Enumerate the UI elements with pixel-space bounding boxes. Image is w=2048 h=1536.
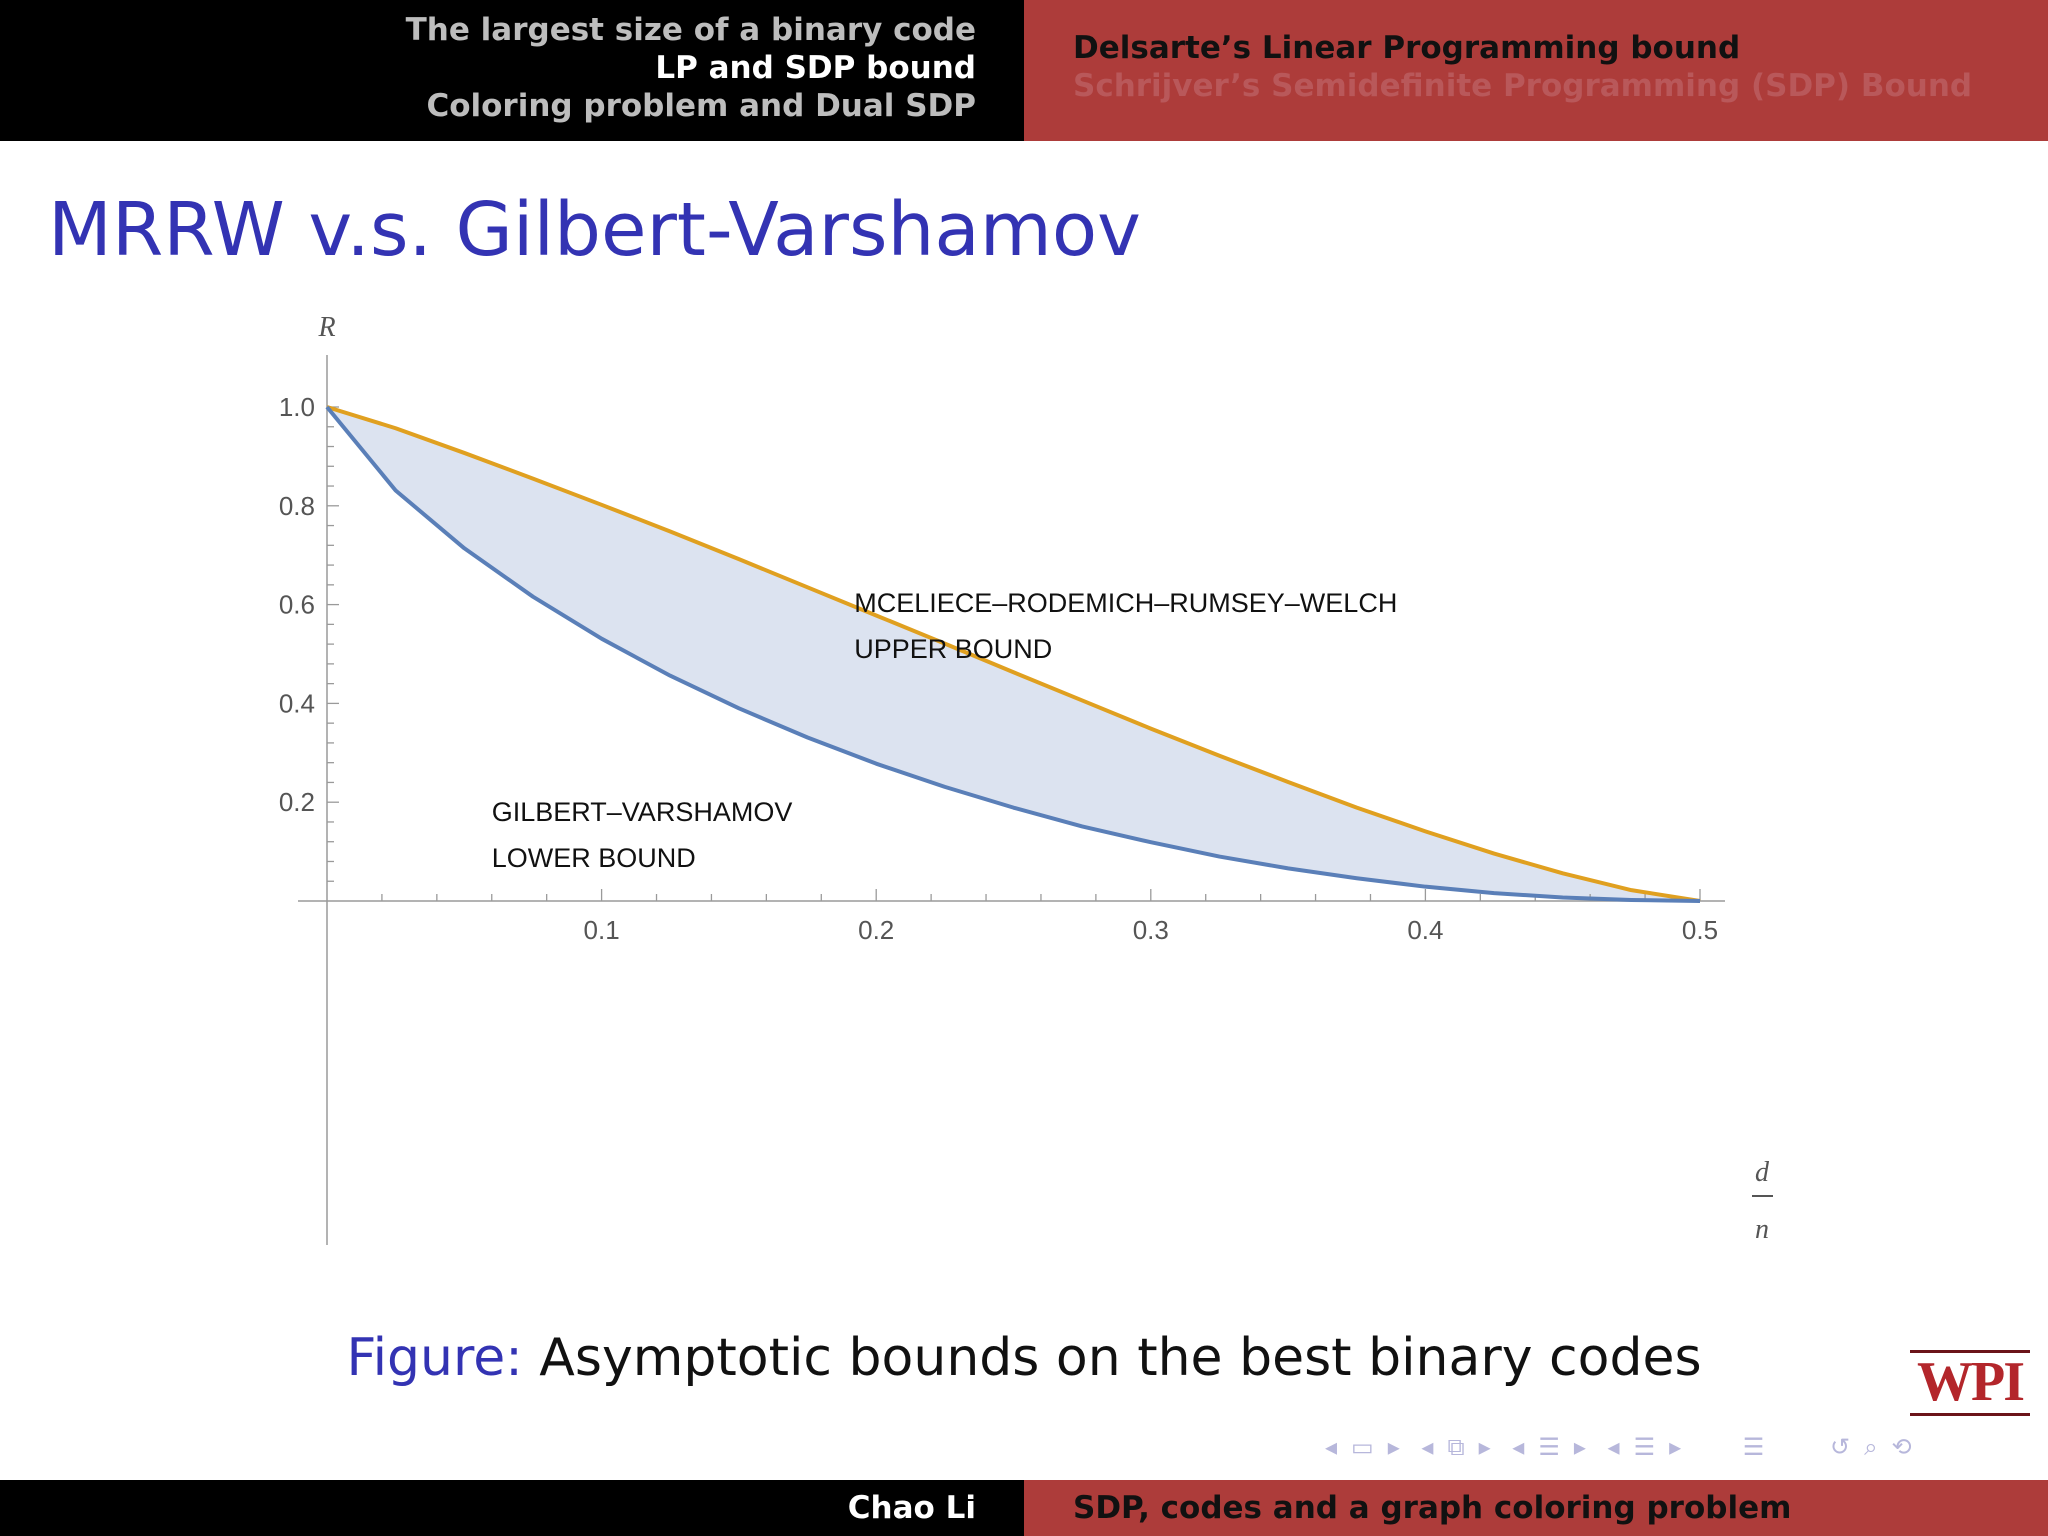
mrrw-upper-bound-line xyxy=(326,405,1701,903)
figure-caption-text: Asymptotic bounds on the best binary cod… xyxy=(539,1328,1702,1388)
x-tick-label: 0.5 xyxy=(1682,915,1718,945)
x-tick-label: 0.2 xyxy=(858,915,894,945)
x-tick-label: 0.1 xyxy=(584,915,620,945)
nav-prev-section-icon[interactable]: ◂ xyxy=(1512,1433,1525,1461)
header-subsection-nav: Delsarte’s Linear Programming bound Schr… xyxy=(1024,0,2048,141)
slide-title: MRRW v.s. Gilbert-Varshamov xyxy=(48,187,1141,273)
y-tick-label: 1.0 xyxy=(279,392,315,422)
nav-prev-document-icon[interactable]: ◂ xyxy=(1607,1433,1620,1461)
y-tick-label: 0.2 xyxy=(279,787,315,817)
header-subsection-1-current[interactable]: Delsarte’s Linear Programming bound xyxy=(1073,30,1741,66)
nav-next-subsection-icon[interactable]: ▸ xyxy=(1478,1433,1491,1461)
beamer-navigation: ◂ ▭ ▸ ◂ ⧉ ▸ ◂ ☰ ▸ ◂ ☰ ▸ ☰ ↺ ⌕ ⟲ xyxy=(1325,1432,1926,1462)
figure-caption-label: Figure: xyxy=(346,1328,523,1388)
region-between-bounds xyxy=(327,407,1700,901)
y-tick-label: 0.8 xyxy=(279,491,315,521)
nav-frame-icon[interactable]: ▭ xyxy=(1351,1433,1374,1461)
mrrw-annotation: MCELIECE–RODEMICH–RUMSEY–WELCH xyxy=(854,588,1397,618)
x-axis-label-numerator: d xyxy=(1755,1157,1770,1188)
y-tick-label: 0.6 xyxy=(279,590,315,620)
header-section-nav: The largest size of a binary code LP and… xyxy=(0,0,1024,141)
nav-subsection-icon[interactable]: ⧉ xyxy=(1447,1433,1465,1461)
header-section-3[interactable]: Coloring problem and Dual SDP xyxy=(426,88,976,124)
header-section-2-current[interactable]: LP and SDP bound xyxy=(655,50,976,86)
gv-annotation: LOWER BOUND xyxy=(492,843,696,873)
nav-document-icon[interactable]: ☰ xyxy=(1633,1433,1656,1461)
nav-search-icon[interactable]: ⌕ xyxy=(1864,1433,1878,1461)
x-tick-label: 0.3 xyxy=(1133,915,1169,945)
header-section-1[interactable]: The largest size of a binary code xyxy=(405,12,976,48)
gv-annotation: GILBERT–VARSHAMOV xyxy=(492,797,793,827)
wpi-logo: WPI xyxy=(1910,1350,2030,1416)
nav-next-section-icon[interactable]: ▸ xyxy=(1573,1433,1586,1461)
x-axis-label-denominator: n xyxy=(1755,1214,1769,1245)
y-tick-label: 0.4 xyxy=(279,688,315,718)
bounds-chart: 0.1 0.2 0.3 0.4 0.5 0.2 0.4 0.6 0.8 1.0 MCELIECE–R… xyxy=(279,312,1773,1245)
figure-caption: Figure: Asymptotic bounds on the best bi… xyxy=(0,1326,2048,1390)
nav-forward-icon[interactable]: ⟲ xyxy=(1891,1433,1912,1461)
nav-next-document-icon[interactable]: ▸ xyxy=(1669,1433,1682,1461)
nav-next-frame-icon[interactable]: ▸ xyxy=(1387,1433,1400,1461)
nav-prev-subsection-icon[interactable]: ◂ xyxy=(1421,1433,1434,1461)
x-tick-label: 0.4 xyxy=(1407,915,1443,945)
y-axis-label: R xyxy=(317,312,335,343)
footer-author: Chao Li xyxy=(0,1480,1024,1536)
nav-back-icon[interactable]: ↺ xyxy=(1829,1433,1851,1461)
header-subsection-2[interactable]: Schrijver’s Semidefinite Programming (SD… xyxy=(1073,68,1973,104)
nav-appendix-icon[interactable]: ☰ xyxy=(1742,1433,1765,1461)
nav-prev-frame-icon[interactable]: ◂ xyxy=(1325,1433,1338,1461)
nav-section-icon[interactable]: ☰ xyxy=(1538,1433,1560,1461)
footer-short-title: SDP, codes and a graph coloring problem xyxy=(1024,1480,2048,1536)
mrrw-annotation: UPPER BOUND xyxy=(854,634,1052,664)
gv-lower-bound-line xyxy=(325,405,1701,903)
